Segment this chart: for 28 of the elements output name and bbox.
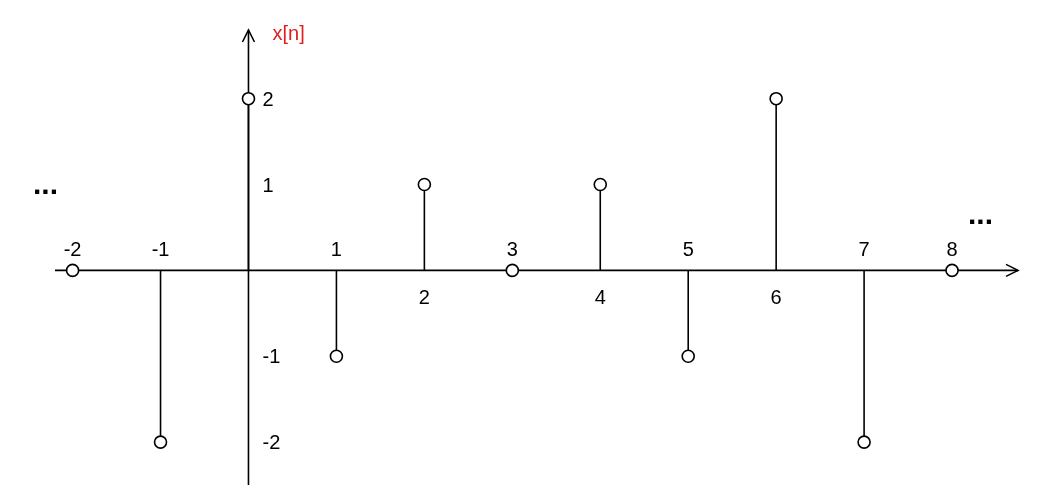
point: [769, 91, 783, 106]
x2-tick-label: 5: [682, 238, 694, 261]
x2-tick-label: -2: [63, 238, 82, 261]
point: [593, 177, 608, 192]
x2-tick-label: 3: [506, 238, 518, 261]
y-axis-title: x[n]: [272, 22, 305, 44]
point: [681, 349, 696, 364]
x2-tick-label: 8: [946, 238, 958, 261]
x2-tick-label: 7: [858, 238, 870, 261]
x2-tick-label: 1: [330, 238, 342, 261]
annotation: ...: [33, 167, 59, 201]
x2-tick-label: -1: [151, 238, 170, 261]
y-tick-label: -2: [262, 431, 281, 454]
point: [945, 263, 959, 278]
point: [505, 263, 520, 278]
y-tick-label: 2: [262, 87, 274, 110]
point: [241, 91, 256, 106]
point: [329, 349, 344, 364]
y-tick-label: -1: [262, 345, 281, 368]
x-tick-label: 2: [418, 286, 430, 309]
point: [857, 435, 871, 449]
point: [153, 435, 168, 449]
annotation: ...: [968, 197, 994, 231]
point: [65, 263, 80, 278]
x-tick-label: 6: [770, 286, 782, 309]
x-tick-label: 4: [594, 286, 606, 309]
point: [417, 177, 432, 192]
y-tick-label: 1: [262, 173, 274, 196]
